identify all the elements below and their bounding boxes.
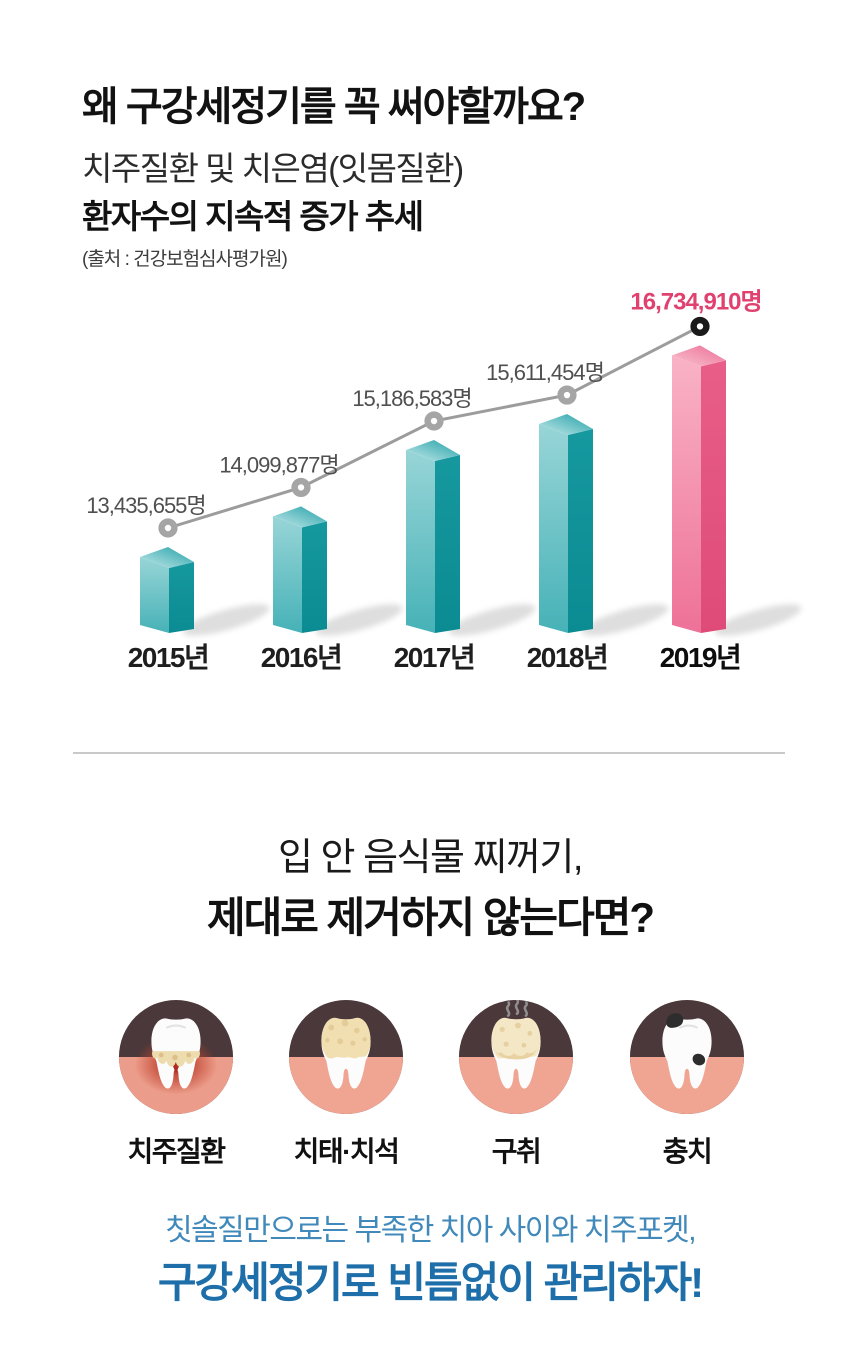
value-label: 15,611,454명 xyxy=(486,360,604,385)
mid-heading-line1: 입 안 음식물 찌꺼기, xyxy=(278,837,583,879)
year-label: 2015년 xyxy=(128,642,209,673)
icon-item-cavity: 충치 xyxy=(602,998,772,1170)
page-title: 왜 구강세정기를 꼭 써야할까요? xyxy=(82,85,586,129)
icon-item-periodontal: 치주질환 xyxy=(91,998,261,1170)
year-label: 2019년 xyxy=(660,642,741,673)
data-point-marker xyxy=(424,411,444,431)
mid-heading-line2: 제대로 제거하지 않는다면? xyxy=(206,894,655,941)
icon-label: 치태·치석 xyxy=(293,1136,400,1167)
patients-chart: 13,435,655명 2015년 14,099,877명 2016년 15,186,5… xyxy=(86,288,802,673)
value-label: 13,435,655명 xyxy=(86,493,205,518)
subtitle-light: 치주질환 및 치은염(잇몸질환) xyxy=(82,150,464,187)
bar-2018년 xyxy=(539,414,669,636)
bar-2016년 xyxy=(273,506,403,636)
value-label: 16,734,910명 xyxy=(630,288,761,315)
icon-label: 구취 xyxy=(491,1136,542,1167)
value-label: 15,186,583명 xyxy=(352,386,471,411)
bar-2017년 xyxy=(406,440,536,636)
year-label: 2017년 xyxy=(394,642,475,673)
source-note: (출처 : 건강보험심사평가원) xyxy=(82,249,288,270)
plaque-tartar-icon xyxy=(288,999,404,1115)
subtitle-bold: 환자수의 지속적 증가 추세 xyxy=(82,198,424,235)
icon-item-bad-breath: 구취 xyxy=(431,998,601,1170)
icon-label: 치주질환 xyxy=(127,1136,226,1167)
data-point-marker xyxy=(690,316,710,337)
icon-item-plaque: 치태·치석 xyxy=(261,998,431,1170)
cavity-icon xyxy=(629,999,745,1115)
bar-2019년 xyxy=(672,345,802,636)
section-divider xyxy=(73,752,785,754)
bad-breath-icon xyxy=(458,999,574,1115)
footer-line1: 칫솔질만으로는 부족한 치아 사이와 치주포켓, xyxy=(164,1214,697,1247)
data-point-marker xyxy=(291,477,311,498)
data-point-marker xyxy=(557,385,577,405)
bar-2015년 xyxy=(140,547,270,636)
year-label: 2018년 xyxy=(527,642,608,673)
periodontal-disease-icon xyxy=(118,999,234,1115)
icon-label: 충치 xyxy=(662,1136,713,1167)
value-label: 14,099,877명 xyxy=(219,452,338,477)
year-label: 2016년 xyxy=(261,642,342,673)
data-point-marker xyxy=(158,518,178,538)
footer-line2: 구강세정기로 빈틈없이 관리하자! xyxy=(157,1259,704,1306)
